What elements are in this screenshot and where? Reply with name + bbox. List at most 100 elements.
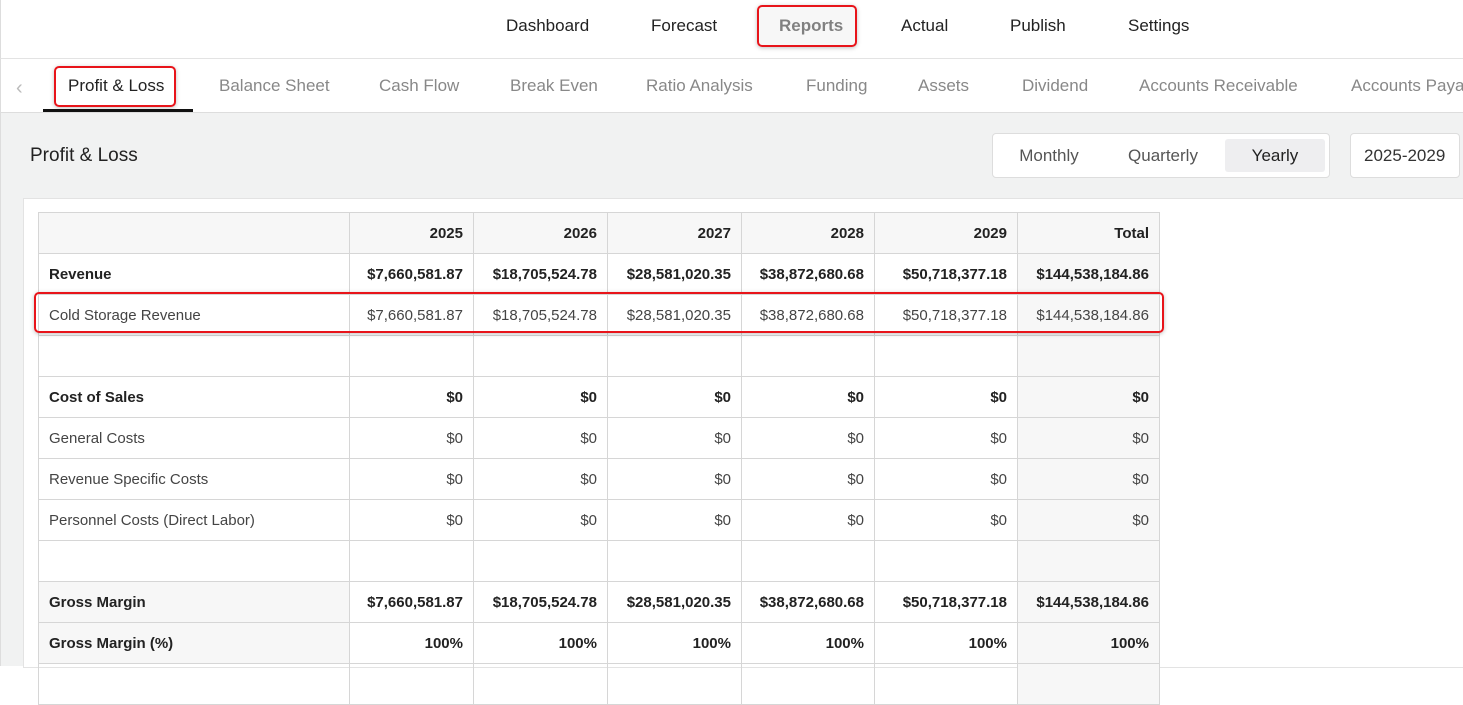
row-label: Personnel Costs (Direct Labor) xyxy=(38,499,350,541)
year-range-select[interactable]: 2025-2029 xyxy=(1350,133,1460,178)
column-header: 2028 xyxy=(741,212,875,254)
column-header: Total xyxy=(1017,212,1160,254)
period-quarterly[interactable]: Quarterly xyxy=(1128,146,1198,165)
table-cell: $0 xyxy=(741,458,875,500)
table-cell: $18,705,524.78 xyxy=(473,581,608,623)
period-monthly[interactable]: Monthly xyxy=(1019,146,1079,165)
table-cell xyxy=(741,663,875,705)
table-cell: $50,718,377.18 xyxy=(874,253,1018,295)
table-cell: $0 xyxy=(349,417,474,459)
table-row xyxy=(38,663,1160,705)
profit-loss-table: 2025 2026 2027 2028 2029 Total Revenue $7,660,5… xyxy=(38,212,1160,705)
tab-profit-loss[interactable]: Profit & Loss xyxy=(68,76,165,95)
nav-dashboard[interactable]: Dashboard xyxy=(506,16,590,35)
table-cell: $0 xyxy=(874,376,1018,418)
table-cell: $0 xyxy=(473,417,608,459)
column-header xyxy=(38,212,350,254)
row-label xyxy=(38,663,350,705)
nav-forecast[interactable]: Forecast xyxy=(651,16,718,35)
table-cell: $0 xyxy=(741,499,875,541)
table-row: Gross Margin $7,660,581.87 $18,705,524.78 $… xyxy=(38,581,1160,623)
table-row: Personnel Costs (Direct Labor) $0 $0 $0 $0 $0… xyxy=(38,499,1160,541)
table-row xyxy=(38,540,1160,582)
table-cell xyxy=(607,335,742,377)
table-cell: $38,872,680.68 xyxy=(741,294,875,336)
reports-highlight xyxy=(757,5,857,47)
table-cell: $0 xyxy=(1017,499,1160,541)
nav-publish[interactable]: Publish xyxy=(1010,16,1066,35)
column-header: 2029 xyxy=(874,212,1018,254)
table-header-row: 2025 2026 2027 2028 2029 Total xyxy=(38,212,1160,254)
tab-cash-flow[interactable]: Cash Flow xyxy=(379,76,460,95)
table-cell: $0 xyxy=(874,499,1018,541)
chevron-left-icon[interactable]: ‹ xyxy=(16,77,23,99)
tab-dividend[interactable]: Dividend xyxy=(1022,76,1089,95)
row-label: Cold Storage Revenue xyxy=(38,294,350,336)
tab-balance-sheet[interactable]: Balance Sheet xyxy=(219,76,330,95)
table-cell xyxy=(349,540,474,582)
row-label: Revenue xyxy=(38,253,350,295)
table-cell xyxy=(1017,335,1160,377)
column-header: 2025 xyxy=(349,212,474,254)
table-row: Cost of Sales $0 $0 $0 $0 $0 $0 xyxy=(38,376,1160,418)
table-cell: $0 xyxy=(741,376,875,418)
table-cell: 100% xyxy=(1017,622,1160,664)
table-cell xyxy=(874,663,1018,705)
table-cell: $38,872,680.68 xyxy=(741,581,875,623)
table-cell: $18,705,524.78 xyxy=(473,294,608,336)
top-nav: Dashboard Forecast Reports Actual Publis… xyxy=(0,0,1463,59)
table-cell: $144,538,184.86 xyxy=(1017,253,1160,295)
table-cell: $28,581,020.35 xyxy=(607,581,742,623)
tab-funding[interactable]: Funding xyxy=(806,76,868,95)
column-header: 2027 xyxy=(607,212,742,254)
table-cell: $0 xyxy=(349,458,474,500)
tab-assets[interactable]: Assets xyxy=(918,76,970,95)
period-toggle: Monthly Quarterly Yearly xyxy=(992,133,1330,178)
tab-accounts-receivable[interactable]: Accounts Receivable xyxy=(1139,76,1298,95)
table-cell: $50,718,377.18 xyxy=(874,294,1018,336)
table-cell: $0 xyxy=(349,376,474,418)
table-cell: $0 xyxy=(1017,417,1160,459)
table-cell: 100% xyxy=(741,622,875,664)
table-cell: $144,538,184.86 xyxy=(1017,581,1160,623)
table-cell: 100% xyxy=(607,622,742,664)
table-cell: $0 xyxy=(874,417,1018,459)
report-tabs: ‹ Profit & Loss Balance Sheet Cash Flow … xyxy=(0,59,1463,113)
row-highlight xyxy=(34,292,1164,333)
table-cell: $0 xyxy=(349,499,474,541)
table-cell: $28,581,020.35 xyxy=(607,253,742,295)
table-cell xyxy=(874,335,1018,377)
table-row: General Costs $0 $0 $0 $0 $0 $0 xyxy=(38,417,1160,459)
tab-accounts-payable[interactable]: Accounts Payable xyxy=(1351,76,1463,95)
table-cell: $0 xyxy=(741,417,875,459)
table-cell: $50,718,377.18 xyxy=(874,581,1018,623)
nav-settings[interactable]: Settings xyxy=(1128,16,1190,35)
table-cell: $0 xyxy=(607,458,742,500)
tab-ratio-analysis[interactable]: Ratio Analysis xyxy=(646,76,753,95)
table-cell: $0 xyxy=(473,458,608,500)
table-cell xyxy=(473,335,608,377)
row-label xyxy=(38,335,350,377)
table-cell: $0 xyxy=(607,417,742,459)
table-cell: $0 xyxy=(607,499,742,541)
table-cell: $0 xyxy=(473,376,608,418)
table-cell xyxy=(1017,663,1160,705)
table-cell xyxy=(607,540,742,582)
table-cell: $0 xyxy=(874,458,1018,500)
table-cell: $7,660,581.87 xyxy=(349,253,474,295)
table-row: Revenue $7,660,581.87 $18,705,524.78 $28,58… xyxy=(38,253,1160,295)
page-title: Profit & Loss xyxy=(30,145,138,166)
nav-actual[interactable]: Actual xyxy=(901,16,949,35)
period-yearly[interactable]: Yearly xyxy=(1225,139,1325,172)
table-cell: $18,705,524.78 xyxy=(473,253,608,295)
table-cell: $28,581,020.35 xyxy=(607,294,742,336)
table-cell xyxy=(607,663,742,705)
table-row xyxy=(38,335,1160,377)
tab-break-even[interactable]: Break Even xyxy=(510,76,598,95)
table-cell: 100% xyxy=(874,622,1018,664)
row-label: Gross Margin (%) xyxy=(38,622,350,664)
table-row: Gross Margin (%) 100% 100% 100% 100% 100% 100% xyxy=(38,622,1160,664)
row-label: Cost of Sales xyxy=(38,376,350,418)
table-row: Cold Storage Revenue $7,660,581.87 $18,705… xyxy=(38,294,1160,336)
row-label xyxy=(38,540,350,582)
